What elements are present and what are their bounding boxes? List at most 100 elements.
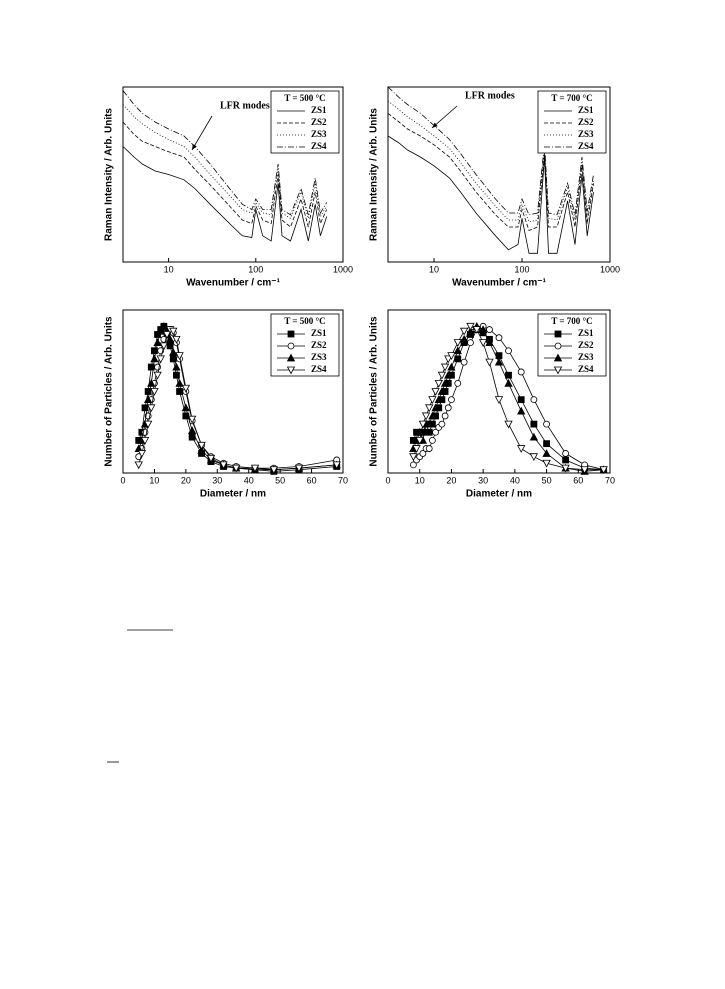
legend-box bbox=[270, 313, 340, 377]
marker bbox=[505, 347, 512, 355]
legend-title: T = 700 °C bbox=[551, 93, 592, 103]
marker bbox=[159, 321, 169, 330]
x-tick-label: 100 bbox=[248, 264, 263, 274]
annotation-arrow bbox=[431, 105, 458, 129]
marker bbox=[495, 334, 503, 342]
marker bbox=[444, 355, 453, 364]
series-line bbox=[122, 104, 328, 219]
marker bbox=[250, 464, 260, 473]
marker bbox=[231, 464, 241, 473]
marker bbox=[172, 362, 181, 371]
legend-marker bbox=[553, 353, 563, 362]
marker bbox=[472, 326, 481, 334]
marker bbox=[494, 357, 504, 366]
marker bbox=[485, 338, 494, 346]
marker bbox=[153, 338, 162, 346]
marker bbox=[444, 370, 453, 379]
series-line bbox=[387, 86, 594, 216]
x-tick-label: 30 bbox=[478, 475, 488, 485]
series-line bbox=[122, 90, 328, 216]
marker bbox=[494, 396, 504, 404]
legend-marker bbox=[554, 342, 562, 350]
marker bbox=[561, 464, 570, 473]
x-tick-label: 50 bbox=[542, 475, 552, 485]
legend-box bbox=[270, 90, 340, 154]
legend-label: ZS1 bbox=[578, 328, 594, 338]
marker bbox=[478, 325, 488, 333]
x-tick-label: 20 bbox=[181, 475, 191, 485]
x-tick-label: 20 bbox=[446, 475, 456, 485]
marker bbox=[460, 358, 468, 366]
marker bbox=[434, 395, 443, 404]
marker bbox=[147, 404, 156, 413]
marker bbox=[432, 428, 439, 436]
arrow-head bbox=[432, 122, 438, 128]
marker bbox=[438, 420, 446, 428]
legend-marker bbox=[287, 330, 295, 338]
plot-frame bbox=[122, 309, 344, 474]
marker bbox=[529, 453, 539, 462]
legend-label: ZS4 bbox=[578, 141, 594, 151]
marker bbox=[529, 432, 539, 441]
marker bbox=[486, 326, 493, 333]
legend-box bbox=[537, 90, 607, 154]
x-tick-label: 0 bbox=[120, 475, 125, 485]
marker bbox=[165, 334, 175, 343]
y-axis-label: Raman Intensity / Arb. Units bbox=[369, 108, 380, 241]
legend-label: ZS3 bbox=[578, 352, 594, 362]
marker bbox=[172, 335, 181, 344]
marker bbox=[144, 388, 152, 395]
x-tick-label: 10 bbox=[149, 475, 159, 485]
marker bbox=[425, 445, 433, 452]
marker bbox=[409, 461, 417, 469]
legend-label: ZS2 bbox=[578, 340, 594, 350]
marker bbox=[505, 371, 512, 379]
marker bbox=[197, 445, 206, 454]
x-tick-label: 40 bbox=[244, 475, 254, 485]
x-tick-label: 70 bbox=[605, 475, 615, 485]
legend-label: ZS2 bbox=[311, 340, 327, 350]
x-tick-label: 100 bbox=[514, 264, 529, 274]
marker bbox=[562, 450, 569, 457]
marker bbox=[134, 461, 143, 470]
marker bbox=[485, 358, 494, 367]
marker bbox=[478, 339, 488, 347]
marker bbox=[269, 466, 279, 475]
x-tick-label: 1000 bbox=[333, 264, 353, 274]
legend-label: ZS3 bbox=[311, 352, 327, 362]
marker bbox=[143, 420, 153, 429]
x-tick-label: 40 bbox=[510, 475, 520, 485]
marker bbox=[421, 412, 431, 421]
x-tick-label: 0 bbox=[385, 475, 390, 485]
marker bbox=[580, 466, 589, 475]
legend-box bbox=[537, 313, 607, 377]
marker bbox=[156, 326, 165, 335]
annotation: LFR modes bbox=[220, 100, 270, 111]
legend-label: ZS3 bbox=[578, 129, 594, 139]
marker bbox=[440, 363, 450, 372]
marker bbox=[453, 339, 462, 347]
marker bbox=[459, 327, 469, 336]
marker bbox=[428, 436, 436, 444]
marker bbox=[504, 420, 513, 429]
marker bbox=[466, 326, 475, 335]
marker bbox=[542, 459, 551, 468]
marker bbox=[437, 387, 447, 395]
marker bbox=[444, 404, 452, 412]
marker bbox=[150, 388, 159, 396]
legend-title: T = 500 °C bbox=[284, 316, 325, 326]
marker bbox=[206, 454, 216, 463]
marker bbox=[467, 339, 474, 347]
marker bbox=[441, 412, 449, 420]
series-line bbox=[387, 100, 594, 223]
x-tick-label: 60 bbox=[573, 475, 583, 485]
marker bbox=[453, 346, 462, 355]
marker bbox=[454, 379, 462, 387]
marker bbox=[425, 428, 433, 436]
marker bbox=[425, 419, 434, 428]
legend-label: ZS4 bbox=[311, 141, 327, 151]
marker bbox=[517, 368, 525, 376]
legend-label: ZS2 bbox=[311, 117, 327, 127]
x-tick-label: 70 bbox=[338, 475, 348, 485]
